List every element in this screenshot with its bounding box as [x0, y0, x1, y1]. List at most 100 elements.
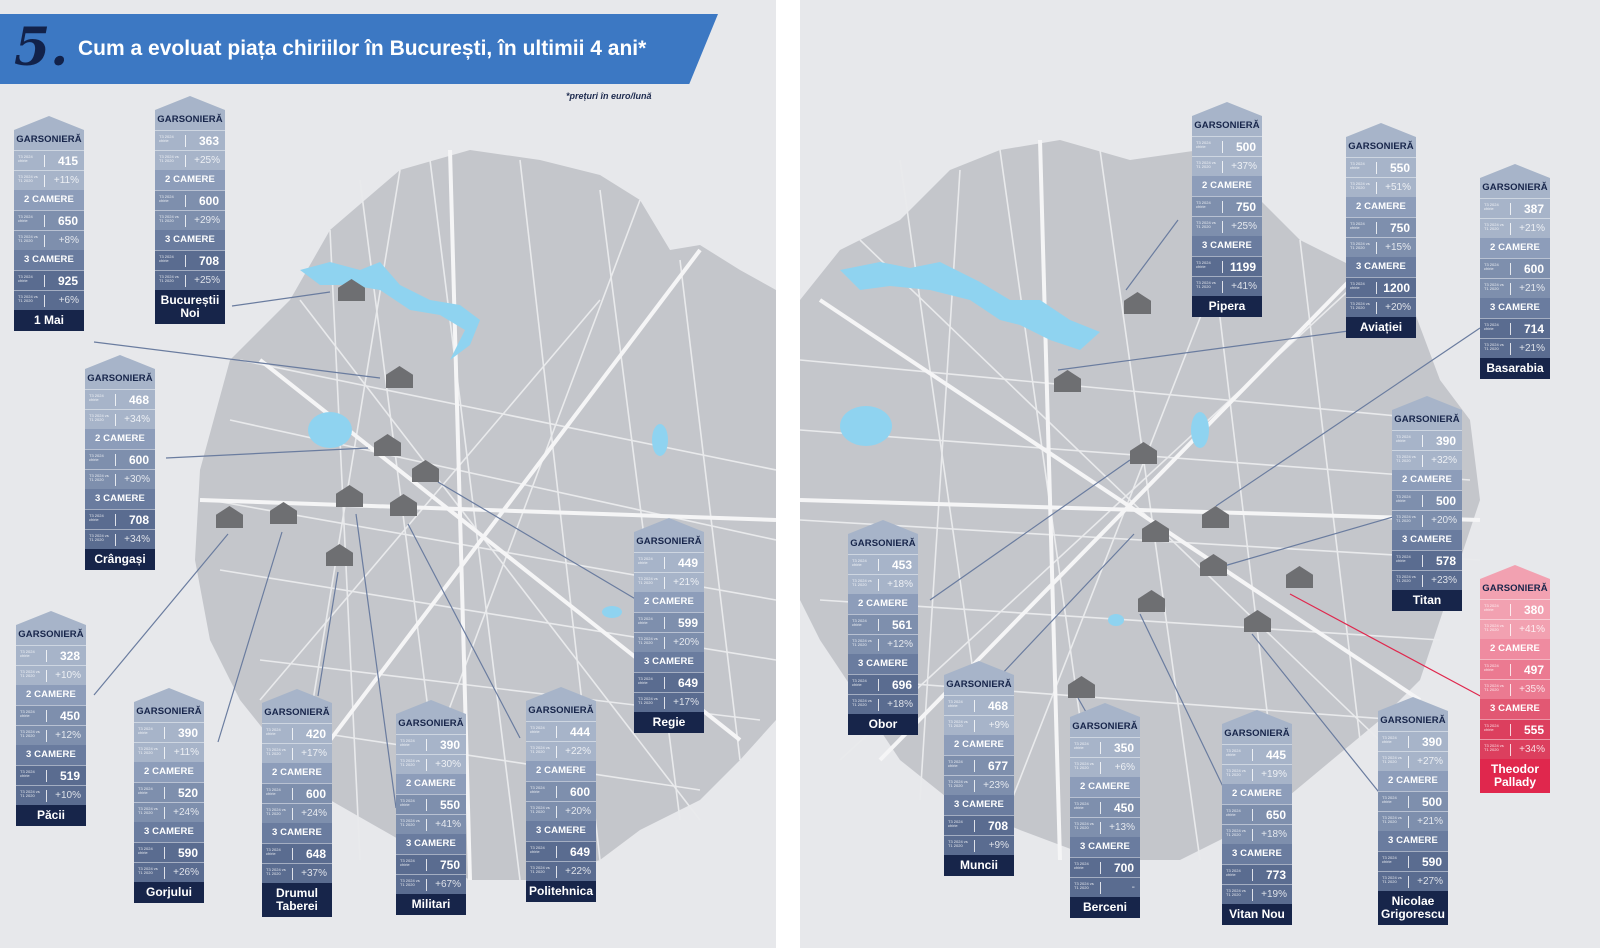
price-row-label: T3 2024 chirie: [1396, 434, 1411, 443]
rent-change: +24%: [173, 807, 199, 818]
change-row-label: T3 2024 vs T1 2020: [400, 818, 420, 827]
price-row-label: T3 2024 chirie: [20, 649, 35, 658]
change-row-label: T3 2024 vs T1 2020: [1226, 888, 1246, 897]
rent-change: +18%: [1261, 829, 1287, 840]
rent-price: 650: [57, 214, 78, 228]
rent-change: +41%: [1231, 281, 1257, 292]
card-roof: [1070, 703, 1140, 717]
house-pin-icon: [386, 366, 413, 388]
card-roof: [1392, 396, 1462, 410]
price-row: T3 2024 chirie 520: [134, 782, 204, 802]
price-row-label: T3 2024 chirie: [852, 618, 867, 627]
rent-price: 449: [677, 556, 698, 570]
change-row-label: T3 2024 vs T1 2020: [1484, 222, 1504, 231]
row-divider: [1510, 684, 1511, 696]
section-title: 3 CAMERE: [85, 489, 155, 509]
card-section-three-rooms: 3 CAMERE T3 2024 chirie 649 T3 2024 vs T1 2…: [526, 821, 596, 881]
rent-price: 350: [1113, 741, 1134, 755]
rent-change: +23%: [983, 780, 1009, 791]
rent-price: 468: [987, 699, 1008, 713]
price-row-label: T3 2024 chirie: [1382, 795, 1397, 804]
rent-change: +18%: [887, 579, 913, 590]
row-divider: [292, 788, 293, 800]
row-divider: [115, 514, 116, 526]
price-row-label: T3 2024 chirie: [18, 214, 33, 223]
neighborhood-card: GARSONIERĂ T3 2024 chirie 444 T3 2024 vs T1…: [526, 687, 596, 902]
rent-change: +26%: [173, 867, 199, 878]
price-row: T3 2024 chirie 445: [1222, 744, 1292, 764]
row-divider: [185, 135, 186, 147]
row-divider: [1422, 515, 1423, 527]
neighborhood-card: GARSONIERĂ T3 2024 chirie 415 T3 2024 vs T1…: [14, 116, 84, 331]
card-section-garsoniera: GARSONIERĂ T3 2024 chirie 363 T3 2024 vs T1…: [155, 110, 225, 170]
rent-change: +25%: [194, 275, 220, 286]
rent-price: 550: [439, 798, 460, 812]
rent-price: 773: [1265, 868, 1286, 882]
row-divider: [426, 859, 427, 871]
card-section-two-rooms: 2 CAMERE T3 2024 chirie 600 T3 2024 vs T1 2…: [85, 429, 155, 489]
row-divider: [44, 155, 45, 167]
price-row: T3 2024 chirie 390: [396, 734, 466, 754]
rent-price: 500: [1435, 494, 1456, 508]
section-title: 2 CAMERE: [1480, 639, 1550, 659]
price-row-label: T3 2024 chirie: [948, 699, 963, 708]
change-row: T3 2024 vs T1 2020 +9%: [944, 835, 1014, 855]
neighborhood-card: GARSONIERĂ T3 2024 chirie 390 T3 2024 vs T1…: [134, 688, 204, 903]
row-divider: [556, 806, 557, 818]
rent-price: 600: [198, 194, 219, 208]
section-title: 3 CAMERE: [134, 822, 204, 842]
house-pin-icon: [1068, 676, 1095, 698]
rent-change: +34%: [1519, 744, 1545, 755]
change-row: T3 2024 vs T1 2020 +67%: [396, 874, 466, 894]
price-row-label: T3 2024 chirie: [159, 254, 174, 263]
change-row-label: T3 2024 vs T1 2020: [1382, 755, 1402, 764]
rent-change: +35%: [1519, 684, 1545, 695]
section-title: GARSONIERĂ: [85, 369, 155, 389]
neighborhood-name: Titan: [1392, 590, 1462, 611]
change-row: T3 2024 vs T1 2020 +18%: [1222, 824, 1292, 844]
change-row: T3 2024 vs T1 2020 +11%: [134, 742, 204, 762]
house-pin-icon: [1244, 610, 1271, 632]
neighborhood-name: Militari: [396, 894, 466, 915]
rent-change: +29%: [194, 215, 220, 226]
row-divider: [974, 720, 975, 732]
change-row-label: T3 2024 vs T1 2020: [20, 669, 40, 678]
rent-change: +6%: [58, 295, 79, 306]
card-roof: [396, 700, 466, 714]
neighborhood-card: GARSONIERĂ T3 2024 chirie 387 T3 2024 vs T1…: [1480, 164, 1550, 379]
section-title: GARSONIERĂ: [1482, 583, 1548, 594]
card-section-three-rooms: 3 CAMERE T3 2024 chirie 925 T3 2024 vs T1 2…: [14, 250, 84, 310]
price-row-label: T3 2024 chirie: [138, 786, 153, 795]
change-row: T3 2024 vs T1 2020 +34%: [85, 409, 155, 429]
card-section-two-rooms: 2 CAMERE T3 2024 chirie 677 T3 2024 vs T1 2…: [944, 735, 1014, 795]
change-row-label: T3 2024 vs T1 2020: [89, 473, 109, 482]
rent-price: 555: [1523, 723, 1544, 737]
row-divider: [292, 728, 293, 740]
rent-change: +6%: [1114, 762, 1135, 773]
row-divider: [1376, 302, 1377, 314]
change-row: T3 2024 vs T1 2020 +17%: [634, 692, 704, 712]
row-divider: [426, 879, 427, 891]
section-title: 2 CAMERE: [1392, 470, 1462, 490]
rent-price: 925: [57, 274, 78, 288]
change-row: T3 2024 vs T1 2020 +19%: [1222, 884, 1292, 904]
change-row-label: T3 2024 vs T1 2020: [1226, 828, 1246, 837]
rent-price: 420: [305, 727, 326, 741]
change-row: T3 2024 vs T1 2020 +18%: [848, 574, 918, 594]
neighborhood-name: Muncii: [944, 855, 1014, 876]
rent-price: 599: [677, 616, 698, 630]
card-section-garsoniera: GARSONIERĂ T3 2024 chirie 390 T3 2024 vs T1…: [1378, 711, 1448, 771]
section-title: 2 CAMERE: [262, 763, 332, 783]
section-title: 3 CAMERE: [1346, 257, 1416, 277]
section-title: 2 CAMERE: [634, 592, 704, 612]
price-row: T3 2024 chirie 468: [85, 389, 155, 409]
change-row-label: T3 2024 vs T1 2020: [1382, 815, 1402, 824]
rent-change: +41%: [1519, 624, 1545, 635]
card-section-three-rooms: 3 CAMERE T3 2024 chirie 714 T3 2024 vs T1 2…: [1480, 298, 1550, 358]
price-row-label: T3 2024 chirie: [1196, 140, 1211, 149]
row-divider: [1222, 261, 1223, 273]
neighborhood-card: GARSONIERĂ T3 2024 chirie 363 T3 2024 vs T1…: [155, 96, 225, 324]
price-note: *prețuri în euro/lună: [566, 91, 652, 101]
price-row: T3 2024 chirie 600: [1480, 258, 1550, 278]
change-row-label: T3 2024 vs T1 2020: [1350, 241, 1370, 250]
